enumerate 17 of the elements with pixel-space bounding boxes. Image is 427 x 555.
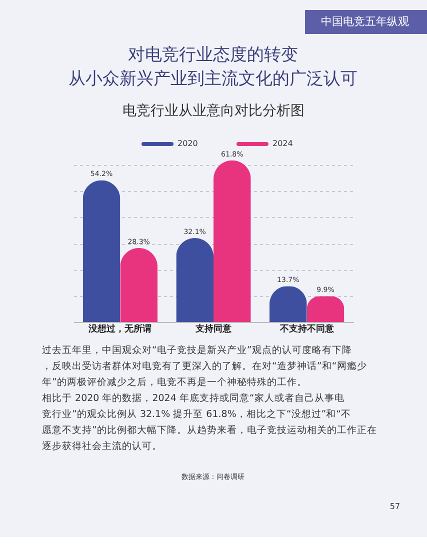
- text: 中国电竞五年纵观: [321, 15, 409, 28]
- legend-label: 2024: [272, 139, 293, 148]
- text: 过去五年里，中国观众对“电子竞技是新兴产业”观点的认可度略有下降，反映出受访者群体对电竞有了更深入的了解。在对“造梦神话”和“网瘾少年”的两极评价减少之后，电竞不再是一个神秘特殊的工作。: [42, 344, 367, 388]
- x-tick-label: 支持同意: [194, 324, 232, 334]
- bar: [120, 248, 158, 322]
- bar: [306, 296, 344, 322]
- legend-label: 2020: [178, 139, 198, 148]
- text: 57: [390, 502, 400, 511]
- x-tick-label: 不支持不同意: [278, 324, 335, 334]
- bar: [82, 180, 120, 322]
- text: 从小众新兴产业到主流文化的广泛认可: [68, 69, 358, 89]
- bar: [176, 238, 214, 322]
- bar: [214, 160, 251, 322]
- chart-title: 电竞行业从业意向对比分析图: [122, 103, 304, 119]
- text: 相比于 2020 年的数据，2024 年底支持或同意“家人或者自己从事电竞行业”的观众比例从 32.1% 提升至 61.8%，相比之下“没想过”和“不愿意不支持”的比例都大幅下降。从趋势来看，电子竞技运动相关的工作正在逐步获得社会主流的认可。: [42, 392, 377, 452]
- x-tick-label: 没想过，无所谓: [88, 324, 152, 334]
- text: 对电竞行业态度的转变: [128, 45, 298, 65]
